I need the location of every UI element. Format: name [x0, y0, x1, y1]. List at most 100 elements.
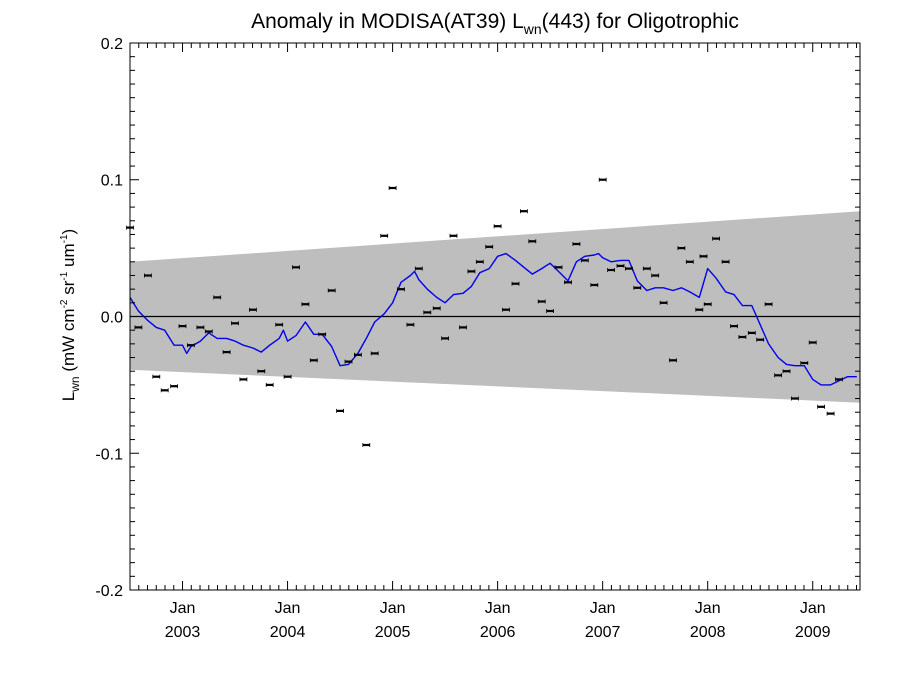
data-point-marker [695, 308, 703, 311]
data-point-72 [747, 330, 756, 335]
tick-labels-layer: 0.2 0.1 0.0 -0.1 -0.2 Jan 2003 Jan 2004 Jan 2005 Ja… [95, 36, 830, 641]
data-point-59 [642, 266, 651, 271]
data-point-marker [800, 361, 808, 365]
data-point-marker [712, 237, 720, 240]
data-point-marker [301, 303, 309, 306]
data-point-68 [712, 236, 720, 241]
data-point-57 [625, 266, 633, 271]
y-label-subscript: wn [68, 376, 82, 392]
data-point-marker [336, 409, 344, 412]
data-point-marker [476, 260, 484, 263]
data-point-17 [275, 322, 284, 327]
data-point-66 [699, 254, 708, 259]
data-point-14 [248, 307, 257, 312]
x-tick-month-label: Jan [695, 600, 721, 617]
data-point-marker [406, 323, 414, 326]
y-label-unit-exp1: -2 [59, 299, 70, 308]
data-point-marker [459, 326, 467, 329]
chart-title-suffix: (443) for Oligotrophic [542, 10, 739, 33]
y-label-unit-mid2: um [59, 243, 78, 271]
data-point-73 [756, 337, 765, 342]
data-point-15 [257, 369, 266, 374]
y-tick-label: 0.1 [101, 173, 123, 190]
data-point-marker [266, 383, 274, 386]
data-point-9 [204, 329, 213, 334]
data-point-51 [572, 242, 581, 246]
data-point-marker [643, 267, 651, 270]
y-label-main: L [59, 392, 78, 401]
data-point-18 [283, 374, 292, 379]
data-point-26 [353, 352, 362, 357]
data-point-39 [467, 269, 476, 274]
data-point-marker [686, 260, 694, 263]
data-point-marker [774, 374, 782, 377]
data-point-marker [134, 326, 142, 329]
data-point-34 [423, 310, 432, 315]
data-point-62 [669, 358, 677, 363]
data-point-marker [275, 323, 283, 326]
data-point-56 [616, 263, 625, 268]
data-point-52 [580, 258, 589, 263]
data-point-marker [397, 288, 405, 291]
data-point-19 [292, 265, 300, 270]
axis-ticks-layer [129, 42, 860, 591]
data-point-marker [546, 309, 554, 313]
data-point-41 [485, 244, 494, 249]
data-point-35 [432, 306, 441, 311]
data-point-6 [178, 324, 187, 329]
data-point-marker [555, 266, 562, 269]
data-point-71 [738, 335, 747, 339]
chart-title-subscript: wn [523, 21, 542, 37]
data-point-marker [239, 378, 247, 381]
x-tick-month-label: Jan [485, 600, 511, 617]
data-point-marker [756, 338, 764, 341]
data-point-marker [196, 326, 204, 329]
data-point-45 [520, 209, 528, 214]
x-tick-year-label: 2005 [375, 624, 411, 641]
data-point-marker [485, 245, 493, 248]
data-point-30 [388, 186, 397, 190]
data-point-16 [265, 382, 274, 387]
data-point-48 [546, 309, 554, 313]
data-point-31 [397, 287, 405, 292]
data-point-marker [765, 303, 773, 306]
data-point-marker [581, 259, 589, 262]
data-point-79 [808, 340, 817, 345]
data-point-marker [223, 351, 231, 354]
data-point-74 [764, 302, 773, 307]
data-point-38 [459, 325, 467, 330]
data-point-marker [590, 283, 598, 287]
monthly-anomaly-points-layer [126, 177, 843, 447]
data-point-marker [328, 289, 336, 292]
data-point-78 [800, 361, 809, 365]
chart-title: Anomaly in MODISA(AT39) Lwn(443) for Oli… [251, 10, 739, 37]
data-point-marker [700, 255, 707, 258]
data-point-10 [213, 295, 222, 300]
data-point-49 [554, 265, 563, 270]
data-point-65 [695, 307, 704, 312]
data-point-36 [441, 336, 450, 341]
data-point-marker [371, 352, 379, 355]
data-point-marker [633, 286, 641, 289]
data-point-22 [318, 332, 327, 337]
data-point-32 [406, 322, 415, 327]
y-label-unit-exp2: -1 [59, 271, 70, 280]
data-point-marker [292, 266, 300, 269]
data-point-46 [528, 239, 537, 244]
data-point-marker [441, 337, 449, 340]
y-tick-label: -0.2 [95, 583, 123, 600]
data-point-marker [467, 270, 475, 273]
data-point-5 [170, 384, 179, 389]
data-point-63 [677, 246, 686, 251]
data-point-marker [599, 178, 607, 181]
data-point-58 [633, 285, 642, 290]
x-tick-year-label: 2004 [270, 624, 306, 641]
data-point-37 [449, 233, 458, 238]
data-point-marker [791, 397, 799, 400]
data-point-marker [362, 443, 370, 447]
y-axis-label: Lwn (mW cm-2 sr-1 um-1) [59, 229, 82, 401]
data-point-80 [817, 404, 825, 409]
data-point-marker [354, 353, 362, 356]
data-point-marker [502, 308, 510, 311]
